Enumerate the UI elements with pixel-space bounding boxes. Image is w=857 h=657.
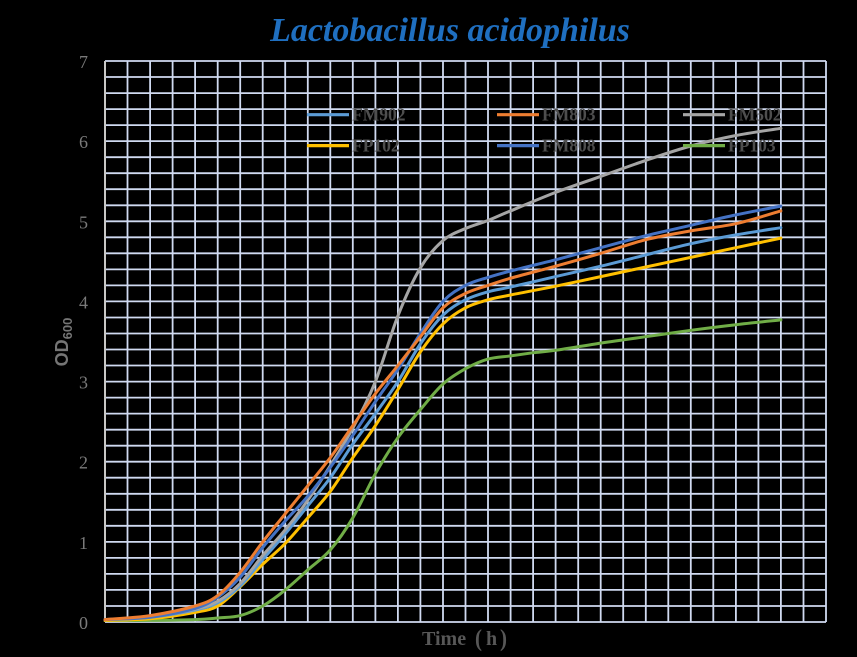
svg-text:1: 1 [79,533,88,553]
svg-text:Lactobacillus acidophilus: Lactobacillus acidophilus [269,12,630,49]
svg-text:FP103: FP103 [728,136,776,156]
svg-text:FM502: FM502 [728,105,781,125]
svg-text:h: h [486,628,497,650]
svg-text:FM803: FM803 [542,105,596,125]
svg-text:5: 5 [79,212,88,232]
svg-text:0: 0 [79,613,88,633]
svg-text:): ) [500,625,507,652]
svg-text:FP102: FP102 [352,136,400,156]
svg-text:2: 2 [79,453,88,473]
svg-text:FM902: FM902 [352,105,405,125]
svg-text:7: 7 [79,52,88,72]
svg-text:Time: Time [422,628,466,650]
svg-text:FM808: FM808 [542,136,596,156]
svg-text:(: ( [475,625,482,652]
svg-text:6: 6 [79,132,88,152]
svg-text:4: 4 [79,292,88,312]
svg-text:3: 3 [79,373,88,393]
